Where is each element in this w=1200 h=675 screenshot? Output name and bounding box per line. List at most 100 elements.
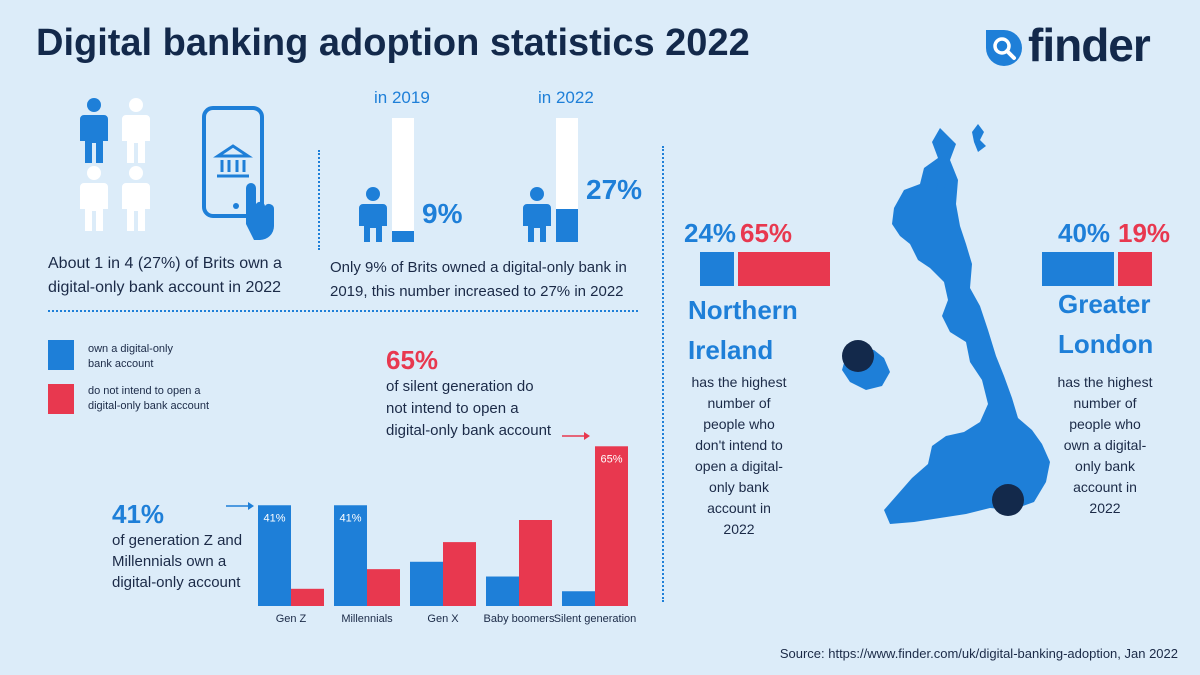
divider-vertical-1	[318, 150, 320, 250]
region-desc-line: has the highest	[691, 374, 787, 390]
bar-gen-x-own	[410, 561, 443, 606]
search-icon	[986, 30, 1022, 66]
divider-vertical-2	[662, 146, 664, 602]
callout-genz-line2: Millennials own a	[112, 553, 227, 570]
bar-silent-generation-own	[562, 591, 595, 606]
legend: own a digital-only bank account do not i…	[48, 340, 268, 420]
data-label: 41%	[339, 512, 361, 524]
people-icons	[72, 96, 162, 236]
growth-2022: in 2022 27%	[516, 86, 656, 246]
region-desc-line: account in	[707, 500, 771, 516]
region-bar-own	[1042, 252, 1114, 286]
callout-silent-line2: not intend to open a	[386, 400, 519, 417]
generation-bar-chart: 41% Gen Z 41% Millennials Gen X Baby boomers 6…	[258, 446, 637, 625]
callout-silent-percent: 65%	[386, 345, 439, 375]
gl-bars	[1042, 252, 1182, 286]
region-desc-line: 2022	[723, 521, 755, 537]
arrow-right-icon	[226, 502, 254, 510]
callout-silent: 65% of silent generation do not intend t…	[386, 344, 616, 442]
legend-not-line2: digital-only bank account	[88, 400, 210, 412]
year-label-2022: in 2022	[538, 88, 594, 107]
ni-name-line2: Ireland	[688, 335, 774, 365]
gl-description: has the highest number of people who own a …	[1050, 372, 1160, 519]
legend-label-not: do not intend to open a digital-only ban…	[88, 384, 209, 414]
bar-gen-z-own	[258, 505, 291, 606]
growth-2019: in 2019 9%	[352, 86, 472, 246]
year-label-2019: in 2019	[374, 88, 430, 107]
uk-map	[842, 124, 1050, 524]
legend-swatch-own	[48, 340, 74, 370]
finder-logo: finder	[984, 19, 1174, 74]
ni-not-percent: 65%	[740, 218, 793, 248]
callout-genz-line3: digital-only account	[112, 574, 241, 591]
person-icon-highlighted	[80, 98, 108, 163]
growth-bar-2019-fill	[392, 230, 414, 242]
growth-percent-2022: 27%	[586, 174, 643, 205]
northern-ireland-marker	[842, 340, 874, 372]
region-northern-ireland: 24% 65% Northern Ireland has the highest…	[684, 218, 844, 538]
growth-text-line2: 2019, this number increased to 27% in 20…	[330, 283, 624, 300]
gl-name: Greater London	[1058, 284, 1153, 364]
category-label: Silent generation	[554, 613, 637, 625]
callout-genz: 41% of generation Z and Millennials own …	[112, 498, 262, 593]
category-label: Baby boomers	[484, 613, 555, 625]
callout-genz-line1: of generation Z and	[112, 532, 243, 549]
region-desc-line: people who	[703, 416, 775, 432]
region-desc-line: open a digital-	[695, 458, 783, 474]
uk-shetland-shape	[972, 124, 986, 152]
bar-millennials-not	[367, 569, 400, 606]
callout-silent-text: of silent generation do not intend to op…	[386, 376, 616, 442]
growth-bar-2022-fill	[556, 208, 578, 242]
data-label: 65%	[600, 453, 622, 465]
legend-swatch-not	[48, 384, 74, 414]
region-greater-london: 40% 19% Greater London has the highest nu…	[1040, 218, 1190, 518]
growth-text-line1: Only 9% of Brits owned a digital-only ba…	[330, 259, 627, 276]
legend-label-own: own a digital-only bank account	[88, 342, 173, 372]
divider-horizontal	[48, 310, 638, 312]
region-desc-line: only bank	[709, 479, 769, 495]
region-desc-line: people who	[1069, 416, 1141, 432]
gl-name-line2: London	[1058, 329, 1154, 359]
uk-great-britain-shape	[884, 128, 1050, 524]
gl-not-percent: 19%	[1118, 218, 1171, 248]
category-label: Gen X	[427, 613, 459, 625]
person-icon	[523, 187, 551, 242]
ni-own-percent: 24%	[684, 218, 737, 248]
ni-description: has the highest number of people who don't …	[684, 372, 794, 540]
logo-wordmark: finder	[1028, 19, 1151, 71]
intro-text-line2: digital-only bank account in 2022	[48, 279, 282, 296]
growth-percent-2019: 9%	[422, 198, 463, 229]
callout-silent-line3: digital-only bank account	[386, 422, 552, 439]
region-bar-not	[737, 252, 830, 286]
region-desc-line: number of	[1073, 395, 1137, 411]
bar-gen-x-not	[443, 542, 476, 606]
legend-own-line2: bank account	[88, 358, 154, 370]
page-title: Digital banking adoption statistics 2022	[36, 22, 750, 64]
region-desc-line: own a digital-	[1063, 437, 1147, 453]
growth-bar-2022-track	[556, 118, 578, 242]
region-desc-line: 2022	[1089, 500, 1121, 516]
ni-name-line1: Northern	[688, 295, 798, 325]
bar-silent-generation-not	[595, 446, 628, 606]
uk-orkney-shape	[936, 182, 946, 190]
region-desc-line: account in	[1073, 479, 1137, 495]
person-icon	[80, 98, 150, 231]
growth-text: Only 9% of Brits owned a digital-only ba…	[330, 256, 650, 304]
bar-baby-boomers-own	[486, 576, 519, 606]
region-desc-line: don't intend to	[695, 437, 783, 453]
growth-bar-2019-track	[392, 118, 414, 242]
legend-own-line1: own a digital-only	[88, 343, 173, 355]
person-icon-group	[80, 98, 150, 231]
region-bar-not	[1117, 252, 1152, 286]
bar-baby-boomers-not	[519, 520, 552, 606]
data-label: 41%	[263, 512, 285, 524]
callout-silent-line1: of silent generation do	[386, 378, 534, 395]
intro-text: About 1 in 4 (27%) of Brits own a digita…	[48, 252, 318, 300]
gl-own-percent: 40%	[1058, 218, 1111, 248]
bar-gen-z-not	[291, 588, 324, 606]
region-desc-line: only bank	[1075, 458, 1135, 474]
ni-name: Northern Ireland	[688, 290, 798, 370]
legend-not-line1: do not intend to open a	[88, 385, 201, 397]
region-bar-own	[700, 252, 734, 286]
intro-text-line1: About 1 in 4 (27%) of Brits own a	[48, 255, 282, 272]
